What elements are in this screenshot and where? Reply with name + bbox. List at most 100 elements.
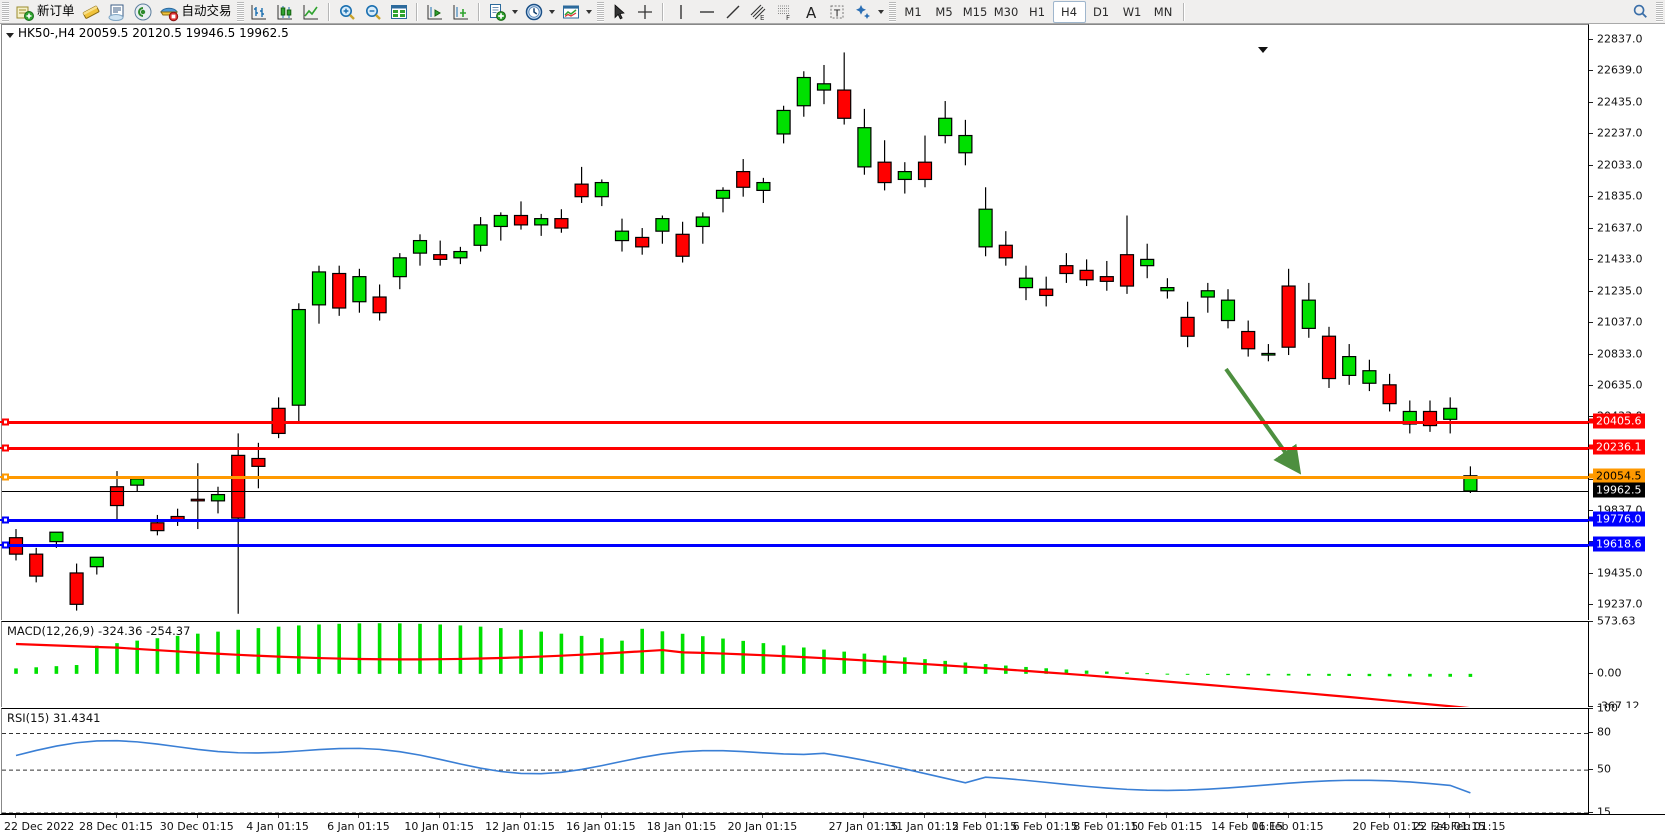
zoom-in-button[interactable] xyxy=(334,1,360,23)
indicators-button[interactable] xyxy=(484,1,510,23)
templates-button[interactable] xyxy=(558,1,584,23)
horizontal-line-tool-button[interactable] xyxy=(694,1,720,23)
price-level-line[interactable] xyxy=(2,448,1588,451)
line-chart-button[interactable] xyxy=(298,1,324,23)
toolbar-separator-5 xyxy=(1181,2,1187,22)
price-tag-marker xyxy=(1589,516,1594,522)
main-toolbar: 新订单 xyxy=(0,0,1665,24)
symbol-header: HK50-,H4 20059.5 20120.5 19946.5 19962.5 xyxy=(18,26,289,40)
periods-dropdown-arrow[interactable] xyxy=(547,2,558,22)
shapes-dropdown-arrow[interactable] xyxy=(876,2,887,22)
text-tool-button[interactable]: A xyxy=(798,1,824,23)
toolbar-grip-right[interactable] xyxy=(1656,1,1663,22)
autotrading-button[interactable]: 自动交易 xyxy=(156,1,235,23)
toolbar-grip[interactable] xyxy=(2,1,9,22)
signals-button[interactable] xyxy=(130,1,156,23)
equidistant-channel-tool-button[interactable]: E xyxy=(746,1,772,23)
bar-chart-icon xyxy=(249,2,269,22)
time-axis-label: 6 Feb 01:15 xyxy=(1012,820,1078,833)
chart-period-marker-icon xyxy=(1258,47,1268,53)
cursor-tool-button[interactable] xyxy=(606,1,632,23)
data-window-icon xyxy=(389,2,409,22)
toolbar-grip-2[interactable] xyxy=(236,1,244,22)
trendline-tool-button[interactable] xyxy=(720,1,746,23)
price-level-tag[interactable]: 20236.1 xyxy=(1593,439,1645,455)
periods-button[interactable] xyxy=(521,1,547,23)
price-level-line[interactable] xyxy=(2,520,1588,523)
price-level-tag[interactable]: 19962.5 xyxy=(1593,482,1645,498)
gold-bar-button[interactable] xyxy=(78,1,104,23)
price-level-tag[interactable]: 19776.0 xyxy=(1593,511,1645,527)
timeframe-h1[interactable]: H1 xyxy=(1029,4,1046,19)
price-level-tag[interactable]: 19618.6 xyxy=(1593,536,1645,552)
price-tick-label: 21835.0 xyxy=(1597,189,1643,203)
price-axis[interactable]: 22837.0 22639.0 22435.0 22237.0 22033.0 21835… xyxy=(0,24,1665,620)
timeframe-m30[interactable]: M30 xyxy=(993,4,1019,19)
timeframe-d1[interactable]: D1 xyxy=(1092,4,1110,19)
data-window-button[interactable] xyxy=(386,1,412,23)
timeframe-h4[interactable]: H4 xyxy=(1052,0,1086,23)
fibonacci-tool-button[interactable]: F xyxy=(772,1,798,23)
macd-pane[interactable]: MACD(12,26,9) -324.36 -254.37 xyxy=(1,621,1589,707)
price-pane[interactable] xyxy=(1,24,1589,620)
price-tick-label: 22639.0 xyxy=(1597,63,1643,77)
terminal-button[interactable] xyxy=(104,1,130,23)
rsi-tick-label: 80 xyxy=(1597,725,1611,739)
indicators-dropdown-arrow[interactable] xyxy=(510,2,521,22)
time-axis-label: 14 Feb 01:15 xyxy=(1211,820,1284,833)
time-axis-label: 22 Dec 2022 xyxy=(4,820,75,833)
price-level-line[interactable] xyxy=(2,544,1588,547)
chart-shift-button[interactable] xyxy=(448,1,474,23)
timeframe-w1[interactable]: W1 xyxy=(1122,4,1142,19)
timeframe-m5[interactable]: M5 xyxy=(935,4,953,19)
candlestick-chart-button[interactable] xyxy=(272,1,298,23)
timeframe-m1[interactable]: M1 xyxy=(904,4,922,19)
time-axis[interactable]: 22 Dec 2022 28 Dec 01:15 30 Dec 01:15 4 Jan… xyxy=(0,814,1665,839)
chart-shift-icon xyxy=(451,2,471,22)
time-axis-label: 27 Jan 01:15 xyxy=(828,820,899,833)
trendline-icon xyxy=(723,2,743,22)
bar-chart-button[interactable] xyxy=(246,1,272,23)
time-axis-label: 30 Dec 01:15 xyxy=(159,820,234,833)
zoom-out-button[interactable] xyxy=(360,1,386,23)
price-level-line[interactable] xyxy=(2,421,1588,424)
text-label-tool-button[interactable]: T xyxy=(824,1,850,23)
price-level-handle[interactable] xyxy=(2,418,9,426)
new-order-button[interactable]: 新订单 xyxy=(11,1,78,23)
crosshair-tool-button[interactable] xyxy=(632,1,658,23)
price-level-handle[interactable] xyxy=(2,541,9,549)
time-axis-label: 24 Feb 01:15 xyxy=(1433,820,1506,833)
shapes-tool-button[interactable] xyxy=(850,1,876,23)
price-level-handle[interactable] xyxy=(2,473,9,481)
vertical-line-icon xyxy=(671,2,691,22)
time-axis-label: 16 Feb 01:15 xyxy=(1251,820,1324,833)
chart-area[interactable]: HK50-,H4 20059.5 20120.5 19946.5 19962.5… xyxy=(0,24,1665,839)
price-tag-marker xyxy=(1589,444,1594,450)
price-level-handle[interactable] xyxy=(2,516,9,524)
price-tag-marker xyxy=(1589,541,1594,547)
price-level-tag[interactable]: 20054.5 xyxy=(1593,468,1645,484)
toolbar-grip-3[interactable] xyxy=(596,1,604,22)
auto-scroll-button[interactable] xyxy=(422,1,448,23)
signals-icon xyxy=(133,2,153,22)
price-tick-label: 21235.0 xyxy=(1597,284,1643,298)
search-button[interactable] xyxy=(1628,1,1654,23)
price-candles xyxy=(8,52,1478,614)
vertical-line-tool-button[interactable] xyxy=(668,1,694,23)
templates-dropdown-arrow[interactable] xyxy=(584,2,595,22)
price-level-tag[interactable]: 20405.6 xyxy=(1593,413,1645,429)
rsi-pane[interactable]: RSI(15) 31.4341 xyxy=(1,708,1589,814)
timeframe-mn[interactable]: MN xyxy=(1153,4,1173,19)
templates-icon xyxy=(561,2,581,22)
price-tick-label: 22033.0 xyxy=(1597,158,1643,172)
price-level-handle[interactable] xyxy=(2,444,9,452)
toolbar-grip-4[interactable] xyxy=(888,1,896,22)
toolbar-separator-3 xyxy=(476,2,482,22)
time-axis-label: 10 Feb 01:15 xyxy=(1130,820,1203,833)
timeframe-m15[interactable]: M15 xyxy=(962,4,988,19)
price-level-line[interactable] xyxy=(2,476,1588,479)
equidistant-channel-icon: E xyxy=(749,2,769,22)
symbol-dropdown-caret[interactable] xyxy=(6,33,14,38)
macd-title: MACD(12,26,9) -324.36 -254.37 xyxy=(7,624,191,638)
price-level-line[interactable] xyxy=(2,491,1588,493)
